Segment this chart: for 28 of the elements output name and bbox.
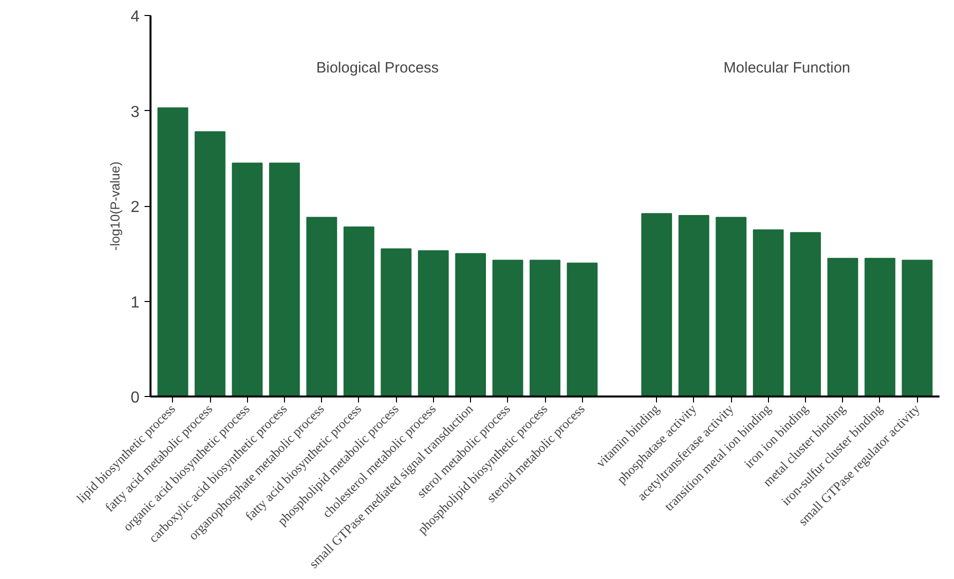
bar [864,258,896,396]
y-tick-label: 0 [130,390,140,406]
y-tick-label: 4 [130,8,140,26]
annotation: Biological Process [316,59,439,76]
bar [530,260,560,396]
bar [269,162,300,396]
bar [790,232,821,396]
annotation: Molecular Function [724,59,850,76]
bar [678,215,710,396]
bar [380,248,412,396]
bar [194,131,226,396]
bar [566,262,598,396]
bar [418,250,449,396]
bar [716,216,746,396]
bar [752,229,784,396]
bar [492,260,524,396]
y-tick-label: 2 [130,199,140,216]
bar [232,162,263,396]
y-axis-title: -log10(P-value) [108,162,123,250]
bar [902,260,933,396]
y-tick-label: 1 [130,294,140,312]
bar [641,213,672,396]
bar [344,226,374,396]
bar [455,253,486,396]
bar [827,258,858,396]
bar [157,107,188,396]
y-tick-label: 3 [130,104,140,121]
bar [306,216,338,396]
